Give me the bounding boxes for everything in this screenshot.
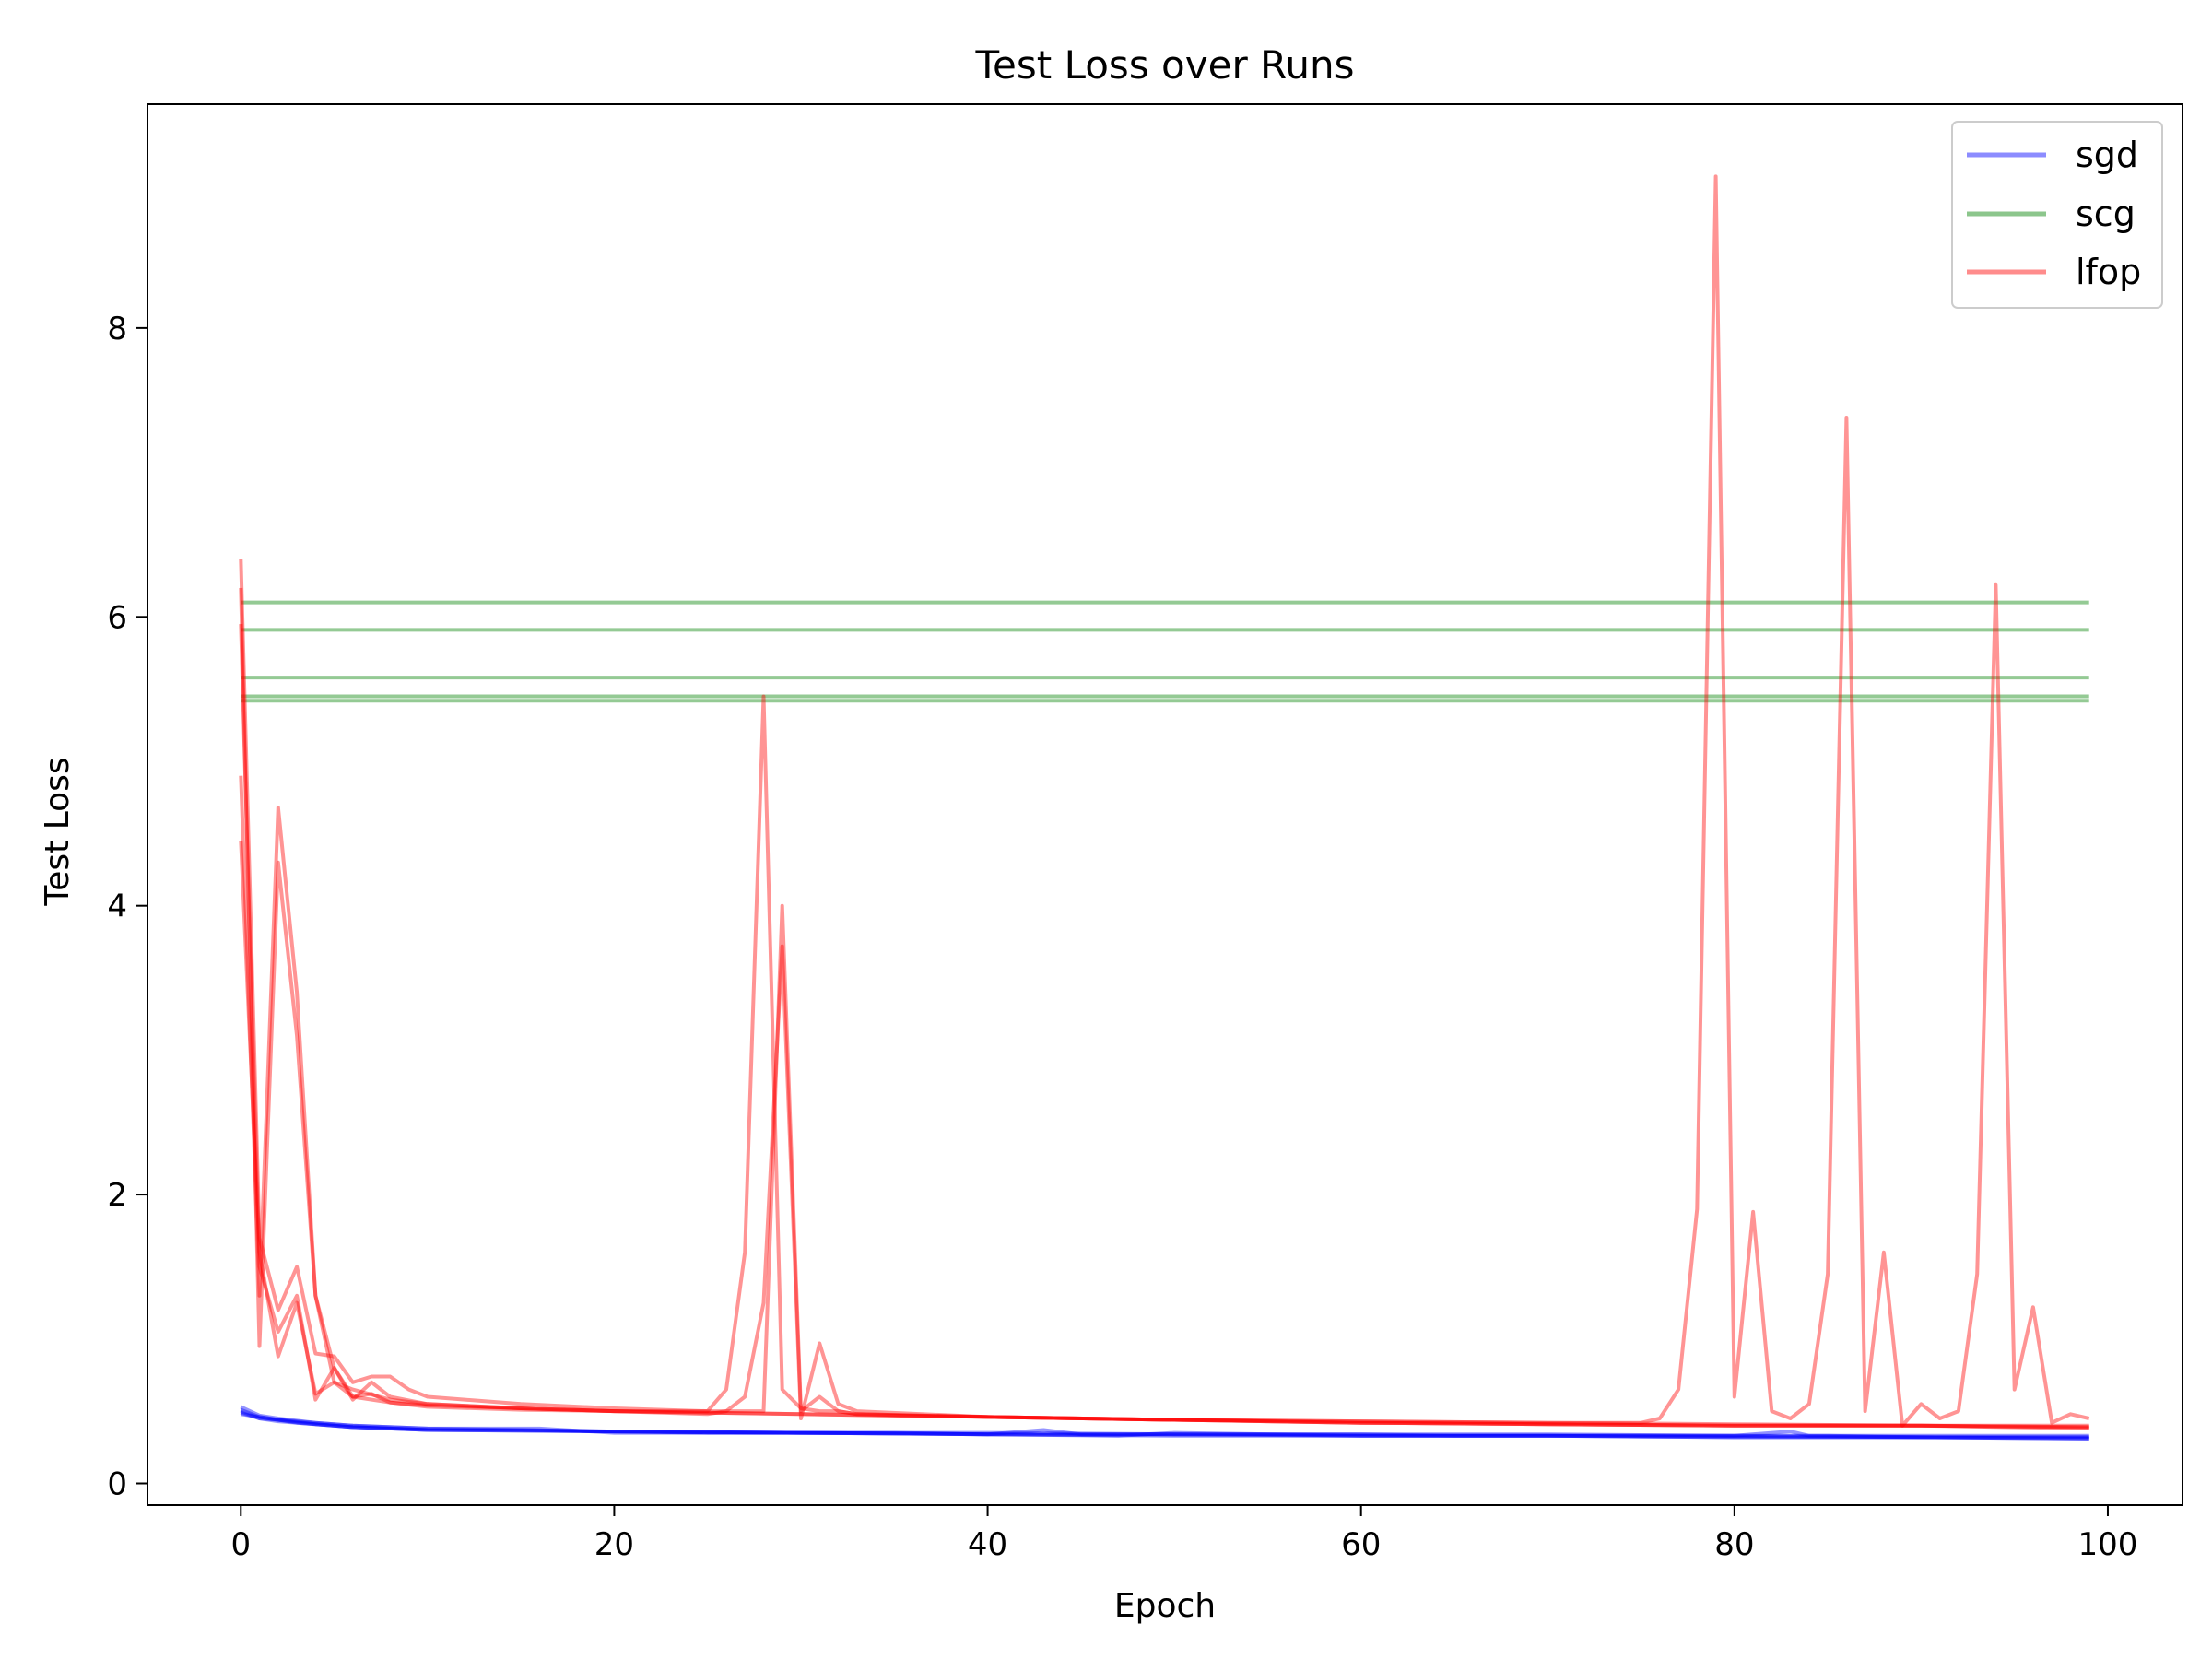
y-tick-label: 2 <box>107 1177 127 1214</box>
y-axis-label: Test Loss <box>39 757 76 906</box>
x-tick-label: 40 <box>968 1526 1007 1563</box>
series-layer <box>239 174 2090 1441</box>
y-tick-label: 6 <box>107 599 127 636</box>
series-line-sgd-run-3 <box>240 1412 2089 1441</box>
series-line-lfop-run-4 <box>239 841 2089 1430</box>
legend-box <box>1951 121 2163 309</box>
series-line-sgd-run-1 <box>240 1409 2089 1440</box>
series-line-sgd-run-5 <box>240 1410 2089 1441</box>
series-line-sgd-run-2 <box>240 1405 2089 1438</box>
y-tick-label: 0 <box>107 1465 127 1502</box>
y-tick-label: 4 <box>107 888 127 925</box>
series-line-lfop-run-2 <box>239 775 2089 1428</box>
x-axis-ticks: 0 20 40 60 80 100 <box>230 1505 2137 1563</box>
legend-label-scg: scg <box>2076 194 2136 234</box>
y-tick-label: 8 <box>107 311 127 347</box>
x-tick-label: 20 <box>594 1526 634 1563</box>
legend-label-lfop: lfop <box>2076 252 2141 292</box>
chart-title: Test Loss over Runs <box>975 42 1355 88</box>
legend: sgd scg lfop <box>1951 121 2163 309</box>
series-line-lfop-run-1 <box>239 174 2090 1428</box>
x-tick-label: 100 <box>2078 1526 2138 1563</box>
x-tick-label: 60 <box>1341 1526 1381 1563</box>
x-axis-label: Epoch <box>1114 1587 1216 1625</box>
series-line-lfop-run-3 <box>239 587 2089 1430</box>
series-line-sgd-run-4 <box>240 1407 2089 1440</box>
legend-label-sgd: sgd <box>2076 135 2138 175</box>
y-axis-ticks: 0 2 4 6 8 <box>107 311 147 1502</box>
series-line-lfop-run-5 <box>239 624 2089 1430</box>
x-tick-label: 80 <box>1714 1526 1754 1563</box>
plot-frame <box>147 103 2183 1506</box>
x-tick-label: 0 <box>230 1526 251 1563</box>
